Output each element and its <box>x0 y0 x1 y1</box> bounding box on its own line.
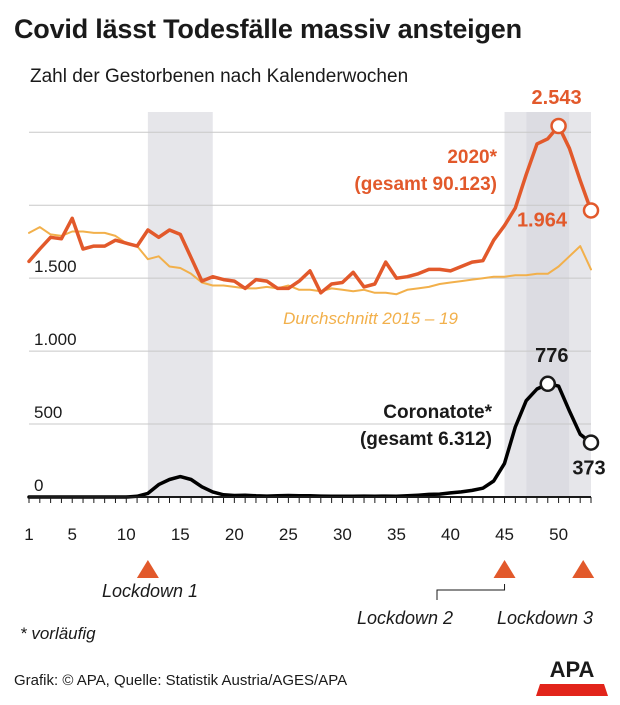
y-tick-label: 500 <box>34 403 62 422</box>
value-marker <box>582 434 600 451</box>
x-tick-label: 10 <box>117 525 136 544</box>
y-tick-label: 1.500 <box>34 257 77 276</box>
x-axis: 1 5 10 15 20 25 30 35 40 45 50 <box>24 496 592 544</box>
lockdown-label: Lockdown 3 <box>497 608 593 628</box>
footnote: * vorläufig <box>20 624 96 643</box>
x-tick-label: 50 <box>549 525 568 544</box>
x-tick-label: 45 <box>495 525 514 544</box>
series-line-2020 <box>27 124 593 295</box>
lockdown-triangle <box>572 560 595 578</box>
value-label: 373 <box>572 458 605 480</box>
chart-title: Covid lässt Todesfälle massiv ansteigen <box>14 14 522 44</box>
series-label-covid-total: (gesamt 6.312) <box>360 429 492 450</box>
lockdown-markers: Lockdown 1 Lockdown 2 Lockdown 3 <box>102 560 595 628</box>
series-label-2020-total: (gesamt 90.123) <box>354 174 497 195</box>
x-tick-label: 30 <box>333 525 352 544</box>
value-marker <box>582 202 600 219</box>
value-label: 2.543 <box>532 87 582 109</box>
x-tick-label: 5 <box>67 525 76 544</box>
chart-subtitle: Zahl der Gestorbenen nach Kalenderwochen <box>30 66 409 87</box>
lockdown-triangle <box>136 560 159 578</box>
x-tick-label: 25 <box>279 525 298 544</box>
value-marker <box>550 117 567 135</box>
lockdown-leader-line <box>436 584 506 600</box>
y-tick-label: 0 <box>34 476 43 495</box>
lockdown-label: Lockdown 1 <box>102 581 198 601</box>
y-tick-labels: 0 500 1.000 1.500 <box>34 257 77 495</box>
lockdown-triangle <box>493 560 516 578</box>
x-tick-label: 35 <box>387 525 406 544</box>
shaded-period <box>504 112 527 497</box>
shaded-periods <box>147 112 591 497</box>
value-marker <box>539 375 557 393</box>
source-credit: Grafik: © APA, Quelle: Statistik Austria… <box>14 672 348 689</box>
gridlines <box>29 131 591 425</box>
x-tick-label: 20 <box>225 525 244 544</box>
value-label: 1.964 <box>517 209 568 231</box>
apa-logo: APA <box>536 657 608 696</box>
shaded-period <box>147 112 213 497</box>
shaded-period <box>526 112 570 497</box>
apa-logo-bar <box>536 684 608 696</box>
series-label-average: Durchschnitt 2015 – 19 <box>283 309 458 328</box>
lockdown-label: Lockdown 2 <box>357 608 453 628</box>
series-label-covid: Coronatote* <box>383 402 492 423</box>
apa-logo-text: APA <box>550 657 595 682</box>
value-markers: 2.543 1.964 776 373 <box>517 87 606 480</box>
x-tick-label: 15 <box>171 525 190 544</box>
y-tick-label: 1.000 <box>34 330 77 349</box>
series-label-2020: 2020* <box>447 147 497 168</box>
value-label: 776 <box>535 345 568 367</box>
x-tick-label: 40 <box>441 525 460 544</box>
x-tick-label: 1 <box>24 525 33 544</box>
series-labels: 2020* (gesamt 90.123) Durchschnitt 2015 – … <box>283 147 497 450</box>
